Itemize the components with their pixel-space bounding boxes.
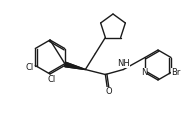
Text: Cl: Cl xyxy=(48,75,56,84)
Text: NH: NH xyxy=(117,59,130,68)
Polygon shape xyxy=(65,62,85,69)
Text: O: O xyxy=(105,87,112,96)
Text: Cl: Cl xyxy=(25,63,33,72)
Polygon shape xyxy=(65,62,85,69)
Text: N: N xyxy=(141,68,147,77)
Text: Br: Br xyxy=(171,68,181,77)
